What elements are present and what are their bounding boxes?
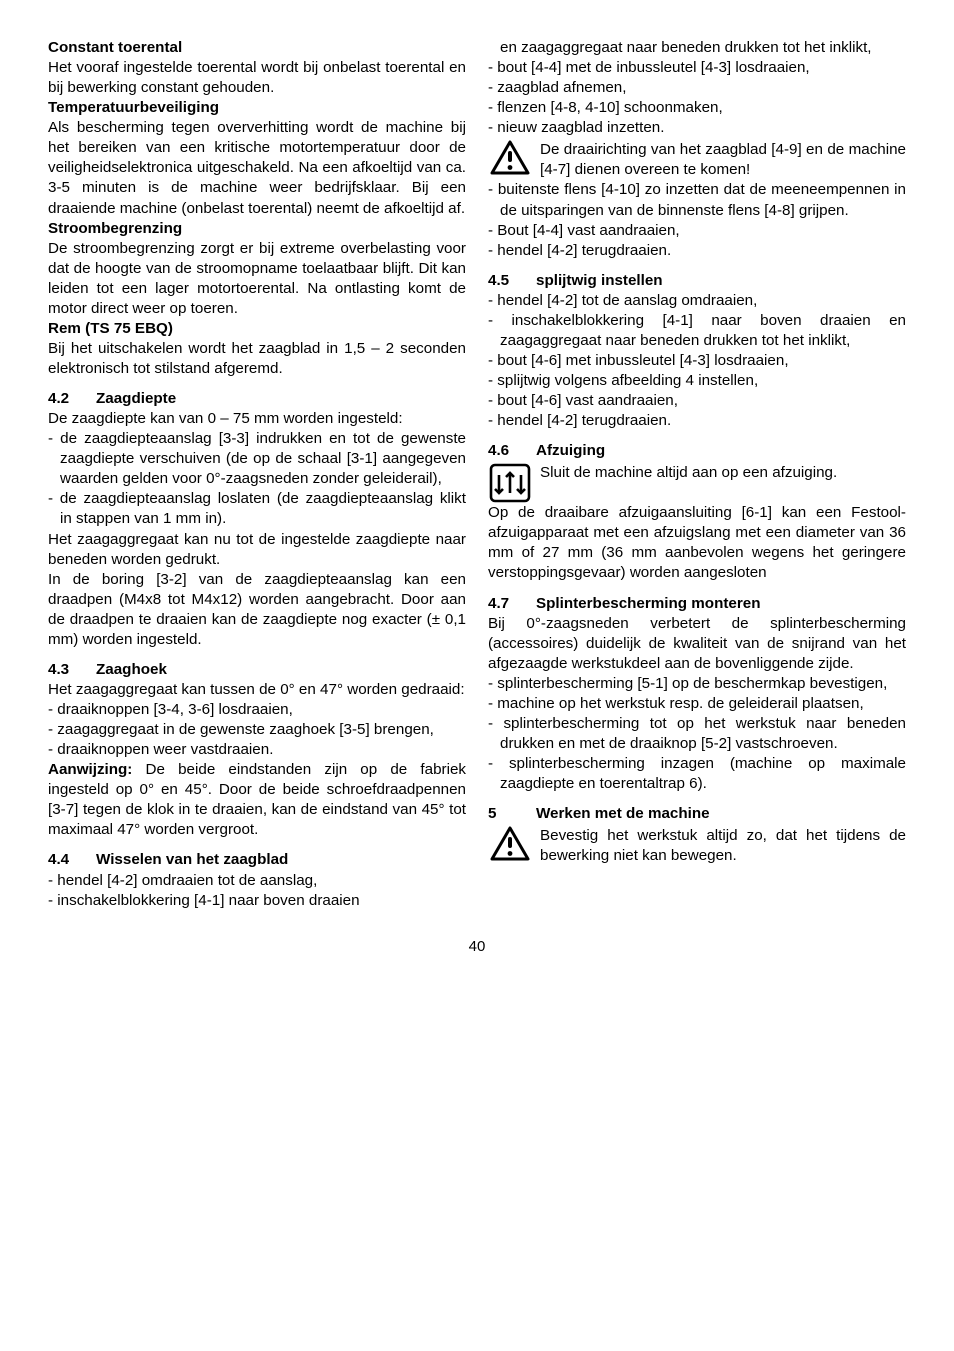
- section-title: Wisselen van het zaagblad: [96, 851, 288, 868]
- para: De zaagdiepte kan van 0 – 75 mm worden i…: [48, 409, 466, 429]
- list-item: machine op het werkstuk resp. de geleide…: [488, 694, 906, 714]
- list-item: inschakelblokkering [4-1] naar boven dra…: [488, 311, 906, 351]
- para-aanwijzing: Aanwijzing: De beide eindstanden zijn op…: [48, 760, 466, 840]
- section-title: Splinterbescherming monteren: [536, 595, 760, 612]
- section-4-6: 4.6Afzuiging: [488, 441, 906, 461]
- list-item: Bout [4-4] vast aandraaien,: [488, 221, 906, 241]
- list-item: buitenste flens [4-10] zo inzetten dat d…: [488, 180, 906, 220]
- list-item: bout [4-6] met inbussleutel [4-3] losdra…: [488, 351, 906, 371]
- list-item: hendel [4-2] omdraaien tot de aanslag,: [48, 871, 466, 891]
- list-item: splinterbescherming tot op het werkstuk …: [488, 714, 906, 754]
- list-item: zaagaggregaat in de gewenste zaaghoek [3…: [48, 720, 466, 740]
- extraction-callout: Sluit de machine altijd aan op een afzui…: [488, 463, 906, 503]
- list: hendel [4-2] tot de aanslag omdraaien, i…: [488, 291, 906, 431]
- list: draaiknoppen [3-4, 3-6] losdraaien, zaag…: [48, 700, 466, 760]
- list: splinterbescherming [5-1] op de bescherm…: [488, 674, 906, 794]
- list-item: inschakelblokkering [4-1] naar boven dra…: [48, 891, 466, 911]
- list-item: flenzen [4-8, 4-10] schoonmaken,: [488, 98, 906, 118]
- section-number: 4.2: [48, 389, 96, 409]
- section-number: 4.7: [488, 594, 536, 614]
- list-item: hendel [4-2] tot de aanslag omdraaien,: [488, 291, 906, 311]
- section-4-3: 4.3Zaaghoek: [48, 660, 466, 680]
- para: Bij het uitschakelen wordt het zaagblad …: [48, 339, 466, 379]
- section-number: 4.5: [488, 271, 536, 291]
- para: Op de draaibare afzuigaansluiting [6-1] …: [488, 503, 906, 583]
- list-item: bout [4-4] met de inbussleutel [4-3] los…: [488, 58, 906, 78]
- list-item: zaagblad afnemen,: [488, 78, 906, 98]
- list: hendel [4-2] omdraaien tot de aanslag, i…: [48, 871, 466, 911]
- section-number: 5: [488, 804, 536, 824]
- list: bout [4-4] met de inbussleutel [4-3] los…: [488, 58, 906, 138]
- para: In de boring [3-2] van de zaagdiepteaans…: [48, 570, 466, 650]
- list-item: draaiknoppen [3-4, 3-6] losdraaien,: [48, 700, 466, 720]
- list-item: splinterbescherming inzagen (machine op …: [488, 754, 906, 794]
- extraction-icon: [488, 463, 532, 503]
- heading-constant-toerental: Constant toerental: [48, 38, 466, 58]
- section-number: 4.3: [48, 660, 96, 680]
- list-item: hendel [4-2] terugdraaien.: [488, 241, 906, 261]
- aanwijzing-label: Aanwijzing:: [48, 761, 132, 778]
- list-item: draaiknoppen weer vastdraaien.: [48, 740, 466, 760]
- section-4-4: 4.4Wisselen van het zaagblad: [48, 850, 466, 870]
- section-title: Zaaghoek: [96, 661, 167, 678]
- para: Bij 0°-zaagsneden verbetert de splinterb…: [488, 614, 906, 674]
- warning-text: Bevestig het werkstuk altijd zo, dat het…: [540, 826, 906, 866]
- heading-rem: Rem (TS 75 EBQ): [48, 319, 466, 339]
- para: Als bescherming tegen oververhitting wor…: [48, 118, 466, 218]
- warning-callout: Bevestig het werkstuk altijd zo, dat het…: [488, 826, 906, 866]
- warning-callout: De draairichting van het zaagblad [4-9] …: [488, 140, 906, 180]
- para: Het zaagaggregaat kan tussen de 0° en 47…: [48, 680, 466, 700]
- list-item: bout [4-6] vast aandraaien,: [488, 391, 906, 411]
- list: de zaagdiepteaanslag [3-3] indrukken en …: [48, 429, 466, 529]
- extraction-text: Sluit de machine altijd aan op een afzui…: [540, 463, 906, 483]
- section-title: Afzuiging: [536, 442, 605, 459]
- para-continuation: en zaagaggregaat naar beneden drukken to…: [488, 38, 906, 58]
- right-column: en zaagaggregaat naar beneden drukken to…: [488, 38, 906, 911]
- list-item: de zaagdiepteaanslag loslaten (de zaagdi…: [48, 489, 466, 529]
- list-item: splinterbescherming [5-1] op de bescherm…: [488, 674, 906, 694]
- heading-temperatuurbeveiliging: Temperatuurbeveiliging: [48, 98, 466, 118]
- list-item: hendel [4-2] terugdraaien.: [488, 411, 906, 431]
- para: Het vooraf ingestelde toerental wordt bi…: [48, 58, 466, 98]
- section-5: 5Werken met de machine: [488, 804, 906, 824]
- list-item: de zaagdiepteaanslag [3-3] indrukken en …: [48, 429, 466, 489]
- warning-icon: [488, 140, 532, 176]
- warning-text: De draairichting van het zaagblad [4-9] …: [540, 140, 906, 180]
- left-column: Constant toerental Het vooraf ingestelde…: [48, 38, 466, 911]
- section-title: splijtwig instellen: [536, 272, 663, 289]
- para: De stroombegrenzing zorgt er bij extreme…: [48, 239, 466, 319]
- section-title: Werken met de machine: [536, 805, 710, 822]
- section-title: Zaagdiepte: [96, 390, 176, 407]
- section-4-2: 4.2Zaagdiepte: [48, 389, 466, 409]
- page-number: 40: [48, 937, 906, 957]
- heading-stroombegrenzing: Stroombegrenzing: [48, 219, 466, 239]
- para: Het zaagaggregaat kan nu tot de ingestel…: [48, 530, 466, 570]
- warning-icon: [488, 826, 532, 862]
- section-number: 4.4: [48, 850, 96, 870]
- list: buitenste flens [4-10] zo inzetten dat d…: [488, 180, 906, 260]
- list-item: splijtwig volgens afbeelding 4 instellen…: [488, 371, 906, 391]
- section-number: 4.6: [488, 441, 536, 461]
- section-4-5: 4.5splijtwig instellen: [488, 271, 906, 291]
- section-4-7: 4.7Splinterbescherming monteren: [488, 594, 906, 614]
- list-item: nieuw zaagblad inzetten.: [488, 118, 906, 138]
